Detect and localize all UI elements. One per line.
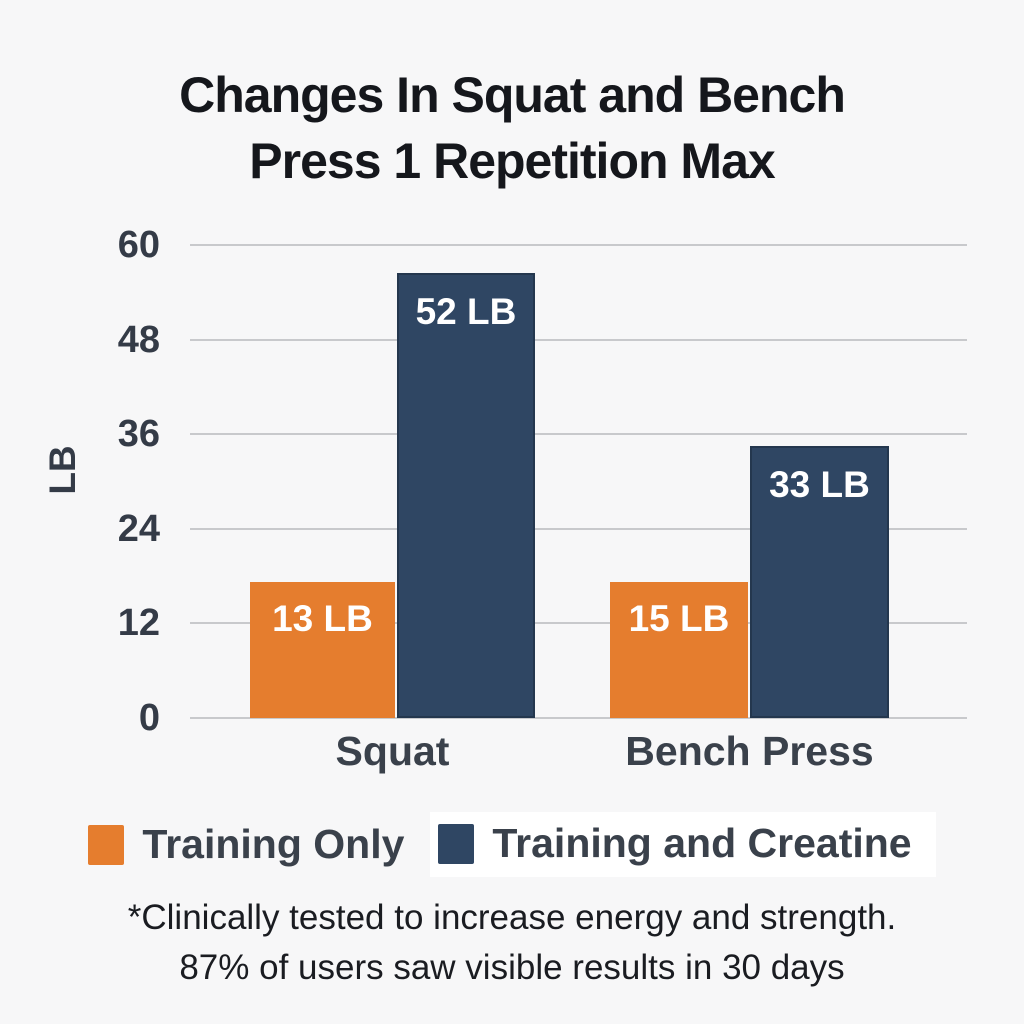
gridline-12 (190, 622, 967, 625)
bar-squat-navy: 52 LB (397, 273, 535, 718)
category-label-bench-press: Bench Press (625, 728, 874, 774)
bar-value-label: 13 LB (272, 598, 373, 639)
legend-swatch-orange (88, 824, 125, 865)
category-label-squat: Squat (335, 728, 450, 774)
legend-label: Training Only (142, 821, 405, 867)
plot-area: 13 LB 52 LB Squat 15 LB 33 LB Bench Press (190, 244, 967, 774)
chart-title-line-1: Changes In Squat and Bench (179, 67, 846, 123)
bar-squat-orange: 13 LB (250, 582, 395, 718)
footnote-line-2: 87% of users saw visible results in 30 d… (179, 948, 845, 987)
legend-label: Training and Creatine (492, 820, 912, 866)
bar-bench-press-orange: 15 LB (610, 582, 748, 718)
legend: Training Only Training and Creatine (0, 812, 1024, 877)
y-axis-ticks: 0 12 24 36 48 60 (0, 225, 160, 738)
y-tick-label-0: 0 (138, 697, 160, 739)
gridline-60 (190, 244, 967, 246)
y-tick-label-24: 24 (117, 507, 160, 550)
gridline-24 (190, 527, 967, 530)
footnote: *Clinically tested to increase energy an… (0, 893, 1024, 993)
legend-item: Training and Creatine (430, 812, 936, 877)
bar-bench-press-navy: 33 LB (750, 446, 889, 718)
bar-value-label: 15 LB (628, 598, 730, 639)
footnote-line-1: *Clinically tested to increase energy an… (127, 898, 897, 937)
legend-item: Training Only (88, 821, 404, 868)
gridline-48 (190, 338, 967, 341)
chart-title: Changes In Squat and Bench Press 1 Repet… (0, 62, 1024, 194)
legend-swatch-navy (438, 823, 475, 864)
gridline-0 (190, 717, 967, 719)
bar-value-label: 33 LB (769, 464, 870, 505)
bar-value-label: 52 LB (415, 291, 517, 332)
y-tick-label-12: 12 (117, 602, 160, 645)
y-tick-label-60: 60 (117, 224, 160, 266)
y-tick-label-36: 36 (117, 413, 160, 456)
chart-title-line-2: Press 1 Repetition Max (249, 133, 775, 189)
y-tick-label-48: 48 (117, 318, 160, 361)
gridline-36 (190, 433, 967, 436)
